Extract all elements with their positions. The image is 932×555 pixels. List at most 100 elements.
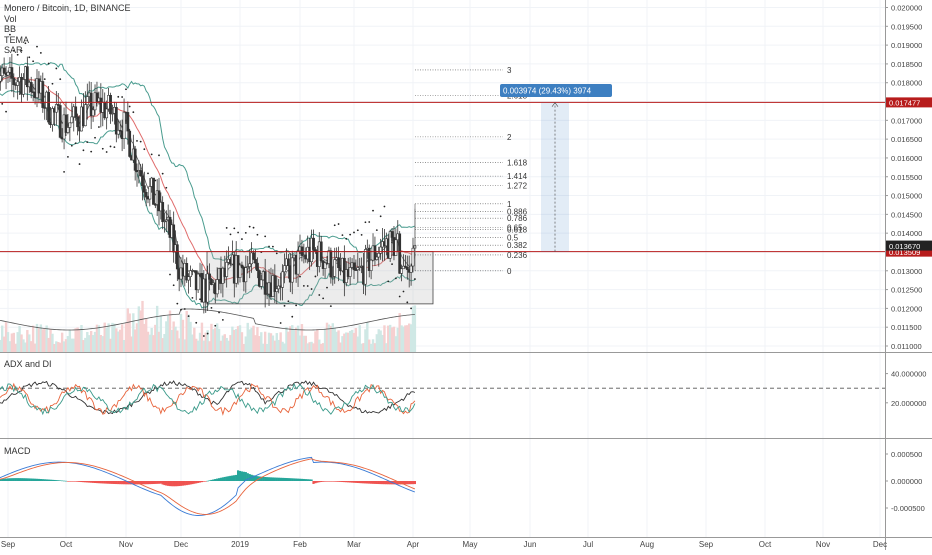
macd-histogram-bar [68, 481, 71, 482]
macd-histogram-bar [291, 478, 294, 481]
candle-body [323, 262, 327, 269]
volume-bar [26, 330, 29, 352]
volume-bar [323, 328, 327, 352]
sar-dot [372, 209, 374, 212]
volume-bar [210, 323, 213, 352]
volume-bar [141, 300, 144, 352]
volume-bar [320, 343, 323, 352]
volume-bar [387, 325, 390, 352]
sar-dot [169, 273, 171, 276]
indicator-vol[interactable]: Vol [4, 13, 17, 24]
sar-dot [283, 304, 286, 307]
candle-body [400, 268, 403, 274]
volume-bar [383, 325, 386, 352]
sar-dot [379, 215, 382, 218]
macd-histogram-bar [163, 481, 166, 486]
macd-line [0, 456, 416, 516]
volume-bar [341, 336, 344, 352]
candle-body [16, 81, 20, 86]
candle-body [310, 237, 313, 263]
macd-histogram-bar [26, 478, 29, 481]
price-line-label-bg [886, 97, 932, 108]
macd-histogram-bar [51, 479, 54, 481]
volume-bar [331, 323, 334, 352]
macd-histogram-bar [368, 481, 371, 484]
volume-bar [221, 335, 225, 352]
time-axis-label: Jul [583, 540, 593, 549]
volume-bar [402, 326, 405, 352]
macd-panel-title[interactable]: MACD [4, 446, 31, 456]
candle-body [390, 231, 394, 238]
macd-histogram-bar [252, 475, 255, 481]
volume-bar [212, 329, 215, 352]
indicator-sar[interactable]: SAR [4, 45, 23, 55]
volume-bar [310, 341, 313, 352]
macd-histogram-bar [385, 481, 388, 485]
macd-histogram-bar [198, 481, 202, 483]
macd-histogram-bar [174, 481, 177, 487]
indicator-tema[interactable]: TEMA [4, 34, 30, 45]
sar-dot [210, 306, 213, 309]
macd-histogram-bar [341, 481, 344, 483]
macd-histogram-bar [91, 481, 95, 483]
candle-body [51, 108, 54, 126]
volume-bar [233, 329, 236, 352]
volume-bar [86, 331, 89, 352]
time-axis-label: Sep [1, 540, 16, 549]
macd-histogram-bar [371, 481, 375, 484]
volume-bar [273, 340, 277, 352]
volume-bar [195, 338, 198, 352]
volume-bar [287, 331, 290, 352]
candle-body [122, 111, 126, 140]
sar-dot [248, 225, 251, 228]
candle-body [2, 67, 6, 74]
macd-histogram-bar [117, 481, 120, 485]
sar-dot [368, 221, 371, 223]
volume-bar [144, 318, 148, 352]
macd-histogram-bar [366, 481, 369, 484]
sar-dot [341, 234, 344, 237]
indicator-bb[interactable]: BB [4, 24, 17, 34]
macd-histogram-bar [285, 478, 288, 481]
price-line-label-text: 0.017477 [889, 99, 920, 108]
macd-histogram-bar [156, 481, 159, 484]
sar-dot [195, 321, 198, 324]
measure-badge-text: 0.003974 (29.43%) 3974 [503, 87, 592, 96]
sar-dot [244, 231, 247, 234]
volume-bar [0, 339, 2, 352]
candle-body [47, 91, 51, 123]
macd-histogram-bar [375, 481, 378, 484]
macd-histogram-bar [227, 476, 230, 481]
macd-histogram-bar [352, 481, 356, 483]
symbol-title[interactable]: Monero / Bitcoin, 1D, BINANCE [4, 3, 131, 13]
volume-bar [154, 324, 157, 352]
volume-bar [107, 323, 110, 352]
macd-histogram-bar [229, 475, 232, 481]
fib-level-label: 0.236 [507, 251, 528, 260]
volume-bar [204, 332, 207, 352]
adx-panel-title[interactable]: ADX and DI [4, 359, 52, 369]
sar-dot [24, 42, 27, 45]
volume-bar [55, 341, 58, 352]
volume-bar [64, 339, 68, 352]
candle-body [367, 247, 371, 271]
macd-histogram-bar [130, 481, 133, 485]
candle-body [161, 202, 165, 223]
macd-histogram-bar [364, 481, 367, 484]
time-axis-label: Nov [119, 540, 133, 549]
volume-bar [400, 325, 403, 352]
macd-histogram-bar [387, 481, 390, 485]
macd-histogram-bar [267, 477, 271, 481]
volume-bar [191, 334, 194, 352]
volume-bar [179, 313, 183, 352]
sar-dot [302, 284, 305, 287]
volume-bar [292, 329, 296, 352]
price-tick-label: 0.012500 [891, 286, 922, 295]
volume-bar [193, 327, 196, 352]
volume-bar [118, 329, 122, 352]
fib-level-label: 2 [507, 133, 512, 142]
volume-bar [252, 325, 255, 352]
sar-dot [398, 295, 401, 298]
price-tick-label: 0.012000 [891, 304, 922, 313]
candle-body [283, 265, 286, 273]
